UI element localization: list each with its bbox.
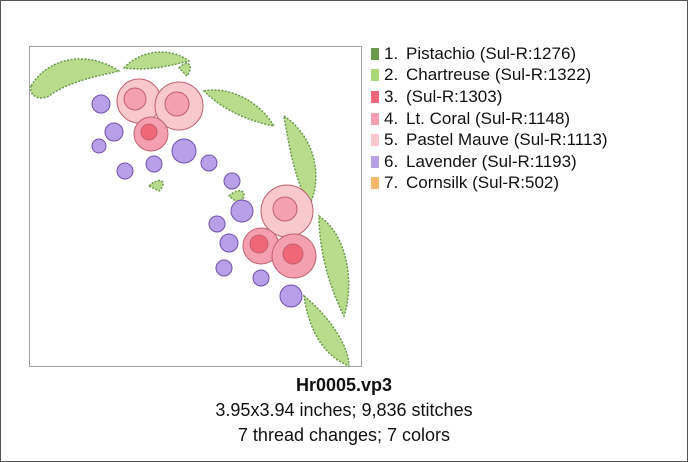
thread-number: 5. xyxy=(384,130,399,150)
small-flowers xyxy=(91,94,303,308)
thread-name: Pistachio (Sul-R:1276) xyxy=(406,43,577,63)
thread-row: 2. Chartreuse (Sul-R:1322) xyxy=(371,65,608,87)
thread-name: Lavender (Sul-R:1193) xyxy=(406,151,577,171)
design-preview xyxy=(29,46,362,368)
thread-number: 1. xyxy=(384,43,399,63)
thread-name: Cornsilk (Sul-R:502) xyxy=(406,173,560,193)
leaves xyxy=(30,51,350,368)
thread-row: 5. Pastel Mauve (Sul-R:1113) xyxy=(371,129,608,151)
thread-swatch xyxy=(371,112,379,125)
thread-row: 3. (Sul-R:1303) xyxy=(371,86,608,108)
size-info: 3.95x3.94 inches; 9,836 stitches xyxy=(215,400,473,420)
thread-swatch xyxy=(371,155,379,168)
thread-row: 4. Lt. Coral (Sul-R:1148) xyxy=(371,108,608,130)
thread-number: 3. xyxy=(384,86,399,106)
thread-row: 6. Lavender (Sul-R:1193) xyxy=(371,151,608,173)
roses xyxy=(116,78,317,279)
thread-legend: 1. Pistachio (Sul-R:1276) 2. Chartreuse (Su… xyxy=(371,43,608,194)
thread-name: Pastel Mauve (Sul-R:1113) xyxy=(406,130,608,150)
thread-swatch xyxy=(371,69,379,82)
thread-swatch xyxy=(371,177,379,190)
thread-name: Chartreuse (Sul-R:1322) xyxy=(406,65,592,85)
thread-number: 6. xyxy=(384,151,399,171)
thread-row: 7. Cornsilk (Sul-R:502) xyxy=(371,173,608,195)
design-bounds xyxy=(29,46,362,367)
thread-name: Lt. Coral (Sul-R:1148) xyxy=(406,108,571,128)
thread-name: (Sul-R:1303) xyxy=(406,86,503,106)
thread-number: 7. xyxy=(384,173,399,193)
thread-swatch xyxy=(371,134,379,147)
thread-swatch xyxy=(371,90,379,103)
file-name: Hr0005.vp3 xyxy=(295,375,393,395)
thread-info: 7 thread changes; 7 colors xyxy=(237,425,451,445)
thread-number: 2. xyxy=(384,65,399,85)
thread-swatch xyxy=(371,47,379,60)
thread-number: 4. xyxy=(384,108,399,128)
thread-row: 1. Pistachio (Sul-R:1276) xyxy=(371,43,608,65)
design-info: Hr0005.vp3 3.95x3.94 inches; 9,836 stitc… xyxy=(1,373,687,448)
